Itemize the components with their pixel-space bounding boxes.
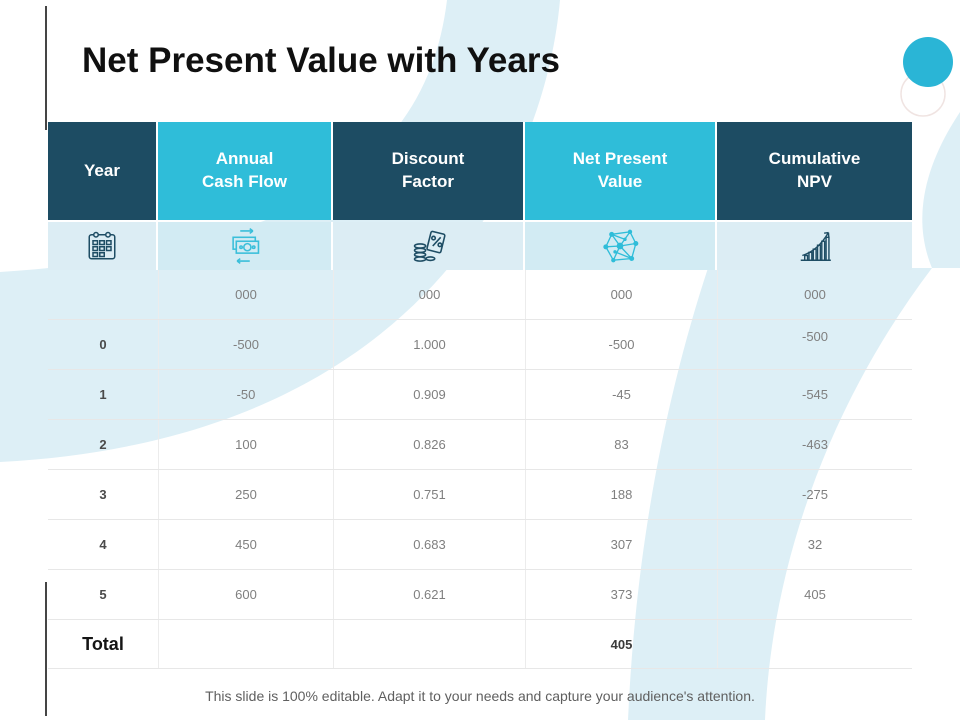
header-label: Annual — [215, 149, 274, 169]
table-cell-discount-factor: 0.909 — [333, 370, 525, 419]
discount-icon — [413, 230, 446, 262]
table-cell-annual-cash-flow: -500 — [158, 320, 333, 369]
table-cell-discount-factor: 1.000 — [333, 320, 525, 369]
icon-cell-annual-cash-flow — [158, 222, 333, 270]
total-cell-cumulative-npv — [717, 620, 912, 668]
total-cell-annual-cash-flow — [158, 620, 333, 668]
header-label: Factor — [402, 172, 454, 191]
table-cell-year: 2 — [99, 437, 107, 452]
total-cell-discount-factor — [333, 620, 525, 668]
table-row: 1 -50 0.909 -45 -545 — [48, 370, 912, 420]
table-cell-cumulative-npv: -500 — [717, 320, 912, 369]
table-cell-cumulative-npv: 405 — [717, 570, 912, 619]
table-cell-annual-cash-flow: 000 — [158, 270, 333, 319]
table-cell-cumulative-npv: 32 — [717, 520, 912, 569]
table-cell-cumulative-npv: -545 — [717, 370, 912, 419]
table-total-row: Total 405 — [48, 620, 912, 669]
header-cell-year: Year — [48, 122, 158, 220]
table-cell-year: 4 — [99, 537, 107, 552]
table-cell-net-present-value: 188 — [525, 470, 717, 519]
header-cell-net-present-value: Net Present Value — [525, 122, 717, 220]
page-title: Net Present Value with Years — [82, 41, 560, 81]
icon-cell-discount-factor — [333, 222, 525, 270]
table-cell-year — [48, 270, 158, 319]
table-cell-year: 0 — [99, 337, 107, 352]
network-icon — [603, 229, 639, 263]
table-row: 5 600 0.621 373 405 — [48, 570, 912, 620]
table-icon-row — [48, 222, 912, 270]
table-header-row: Year Annual Cash Flow Discount Factor Ne… — [48, 122, 912, 220]
total-label: Total — [82, 633, 124, 654]
table-row: 3 250 0.751 188 -275 — [48, 470, 912, 520]
icon-cell-year — [48, 222, 158, 270]
total-cell-net-present-value: 405 — [525, 620, 717, 668]
table-cell-net-present-value: 83 — [525, 420, 717, 469]
table-row: 4 450 0.683 307 32 — [48, 520, 912, 570]
left-accent-line-top — [45, 6, 47, 130]
table-cell-net-present-value: -45 — [525, 370, 717, 419]
table-row: 000 000 000 000 — [48, 270, 912, 320]
header-label: Discount — [391, 149, 465, 169]
table-cell-net-present-value: 307 — [525, 520, 717, 569]
npv-table: Year Annual Cash Flow Discount Factor Ne… — [48, 122, 912, 669]
table-cell-net-present-value: 000 — [525, 270, 717, 319]
table-cell-year: 5 — [99, 587, 107, 602]
table-cell-cumulative-npv: -463 — [717, 420, 912, 469]
header-label: Cumulative — [768, 149, 861, 169]
header-label: Net Present — [572, 149, 668, 169]
left-accent-line-bottom — [45, 582, 47, 716]
table-cell-discount-factor: 0.683 — [333, 520, 525, 569]
teal-circle-decoration — [903, 37, 953, 87]
table-cell-annual-cash-flow: 100 — [158, 420, 333, 469]
header-label: Cash Flow — [201, 172, 287, 191]
table-cell-discount-factor: 0.751 — [333, 470, 525, 519]
table-cell-annual-cash-flow: 600 — [158, 570, 333, 619]
table-cell-annual-cash-flow: 250 — [158, 470, 333, 519]
header-label: Value — [597, 172, 643, 191]
editable-note-caption: This slide is 100% editable. Adapt it to… — [205, 688, 755, 704]
table-cell-discount-factor: 0.826 — [333, 420, 525, 469]
icon-cell-net-present-value — [525, 222, 717, 270]
table-cell-net-present-value: -500 — [525, 320, 717, 369]
header-cell-discount-factor: Discount Factor — [333, 122, 525, 220]
header-cell-annual-cash-flow: Annual Cash Flow — [158, 122, 333, 220]
header-label: Year — [84, 160, 120, 180]
table-cell-annual-cash-flow: 450 — [158, 520, 333, 569]
header-cell-cumulative-npv: Cumulative NPV — [717, 122, 912, 220]
table-row: 2 100 0.826 83 -463 — [48, 420, 912, 470]
header-label: NPV — [797, 172, 832, 191]
table-cell-net-present-value: 373 — [525, 570, 717, 619]
table-cell-year: 1 — [99, 387, 107, 402]
calendar-icon — [88, 231, 116, 260]
growth-chart-icon — [800, 231, 831, 261]
table-cell-cumulative-npv: 000 — [717, 270, 912, 319]
table-cell-discount-factor: 000 — [333, 270, 525, 319]
table-cell-cumulative-npv: -275 — [717, 470, 912, 519]
cash-flow-icon — [231, 227, 259, 265]
table-cell-year: 3 — [99, 487, 107, 502]
table-row: 0 -500 1.000 -500 -500 — [48, 320, 912, 370]
table-cell-discount-factor: 0.621 — [333, 570, 525, 619]
table-cell-annual-cash-flow: -50 — [158, 370, 333, 419]
icon-cell-cumulative-npv — [717, 222, 912, 270]
